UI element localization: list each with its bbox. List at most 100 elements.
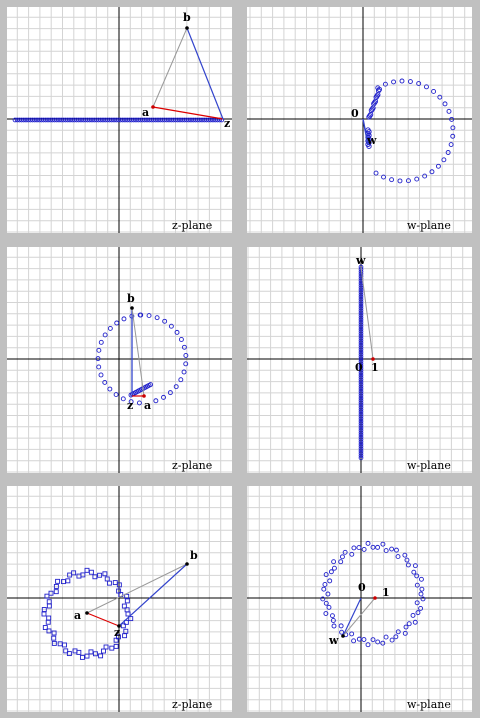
trace-point (179, 117, 185, 123)
trace-point (339, 554, 345, 560)
trace-point (323, 611, 329, 616)
trace-point (87, 117, 93, 123)
trace-point (370, 637, 376, 643)
segment (362, 118, 369, 146)
trace-point (358, 444, 364, 449)
z-plane-panel-3[interactable]: a b z z-plane (7, 486, 232, 712)
trace-point (358, 418, 364, 424)
trace-point (381, 174, 386, 180)
trace-point (373, 170, 379, 176)
trace-point (160, 117, 165, 123)
trace-point (131, 117, 137, 123)
trace-point (358, 345, 364, 350)
trace-point (43, 117, 49, 123)
trace-point (21, 117, 27, 123)
trace-point (123, 628, 129, 634)
trace-point (197, 117, 203, 123)
trace-point (405, 178, 411, 184)
trace-point (450, 133, 456, 139)
trace-point (358, 296, 364, 302)
trace-point (445, 150, 451, 155)
trace-point (358, 299, 364, 304)
trace-point (418, 605, 424, 611)
segment (152, 27, 188, 108)
w-plane-graph-2: w 0 1 (247, 247, 472, 473)
trace-point (121, 316, 127, 322)
trace-point (358, 388, 364, 394)
trace-point (17, 117, 22, 123)
trace-point (106, 580, 112, 586)
trace-point (407, 79, 413, 85)
trace-point (123, 619, 129, 625)
trace-point (367, 113, 373, 119)
trace-point (129, 117, 134, 123)
point-label-one: 1 (371, 361, 379, 374)
trace-point (151, 117, 156, 123)
trace-point (358, 289, 364, 295)
trace-point (358, 377, 364, 383)
trace-point (168, 117, 174, 123)
trace-point (358, 411, 364, 417)
trace-point (76, 117, 82, 123)
trace-point (410, 612, 416, 618)
trace-point (164, 117, 170, 123)
segment (118, 563, 188, 627)
trace-point (182, 117, 187, 123)
trace-point (166, 117, 172, 123)
point-marker (185, 26, 189, 30)
point-label-one: 1 (382, 586, 390, 599)
trace-point (57, 641, 63, 647)
trace-point (358, 319, 364, 325)
trace-point (41, 117, 46, 123)
trace-point (34, 117, 40, 123)
trace-point (358, 342, 364, 348)
trace-point (127, 117, 132, 123)
trace-point (358, 446, 364, 452)
z-plane-panel-1[interactable]: a b z z-plane (7, 7, 232, 233)
trace-point (84, 653, 90, 659)
trace-point (25, 117, 31, 123)
point-label-b: b (127, 292, 135, 305)
trace-point (149, 117, 154, 123)
segment (360, 266, 374, 360)
trace-point (358, 329, 364, 334)
trace-point (98, 339, 104, 345)
trace-point (380, 541, 386, 547)
trace-point (135, 117, 141, 123)
trace-point (32, 117, 38, 123)
trace-point (358, 379, 364, 385)
trace-point (383, 548, 389, 554)
trace-point (98, 653, 104, 659)
trace-point (358, 287, 364, 293)
trace-point (63, 648, 69, 654)
trace-point (358, 271, 364, 277)
trace-point (402, 630, 408, 636)
trace-point (174, 329, 180, 335)
point-label-z: z (114, 626, 120, 639)
trace-point (399, 78, 405, 84)
trace-point (208, 117, 214, 123)
trace-point (358, 427, 364, 433)
trace-point (55, 578, 61, 584)
trace-point (375, 544, 381, 550)
trace-point (361, 546, 367, 552)
segment (186, 27, 224, 120)
trace-point (442, 101, 448, 107)
trace-point (349, 631, 355, 637)
w-plane-panel-3[interactable]: 0 1 w w-plane (247, 486, 472, 712)
trace-point (331, 559, 337, 565)
trace-point (375, 87, 382, 94)
trace-point (351, 638, 357, 644)
trace-point (98, 117, 104, 123)
trace-point (109, 645, 115, 651)
trace-point (154, 315, 160, 321)
trace-point (122, 117, 128, 123)
trace-point (140, 117, 145, 123)
trace-point (65, 578, 71, 584)
trace-point (339, 629, 345, 635)
z-plane-graph-2: b z a (7, 247, 232, 473)
trace-point (358, 354, 364, 360)
